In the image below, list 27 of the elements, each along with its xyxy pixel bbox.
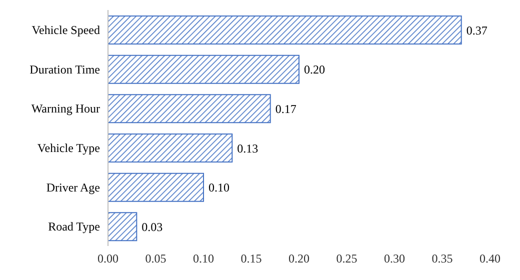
bar: [108, 134, 233, 162]
x-tick-label: 0.40: [480, 252, 500, 266]
x-tick-label: 0.25: [336, 252, 358, 266]
y-tick-label: Warning Hour: [31, 102, 100, 116]
data-label: 0.37: [466, 23, 488, 38]
y-tick-label: Vehicle Speed: [32, 22, 100, 37]
x-tick-label: 0.15: [240, 252, 262, 266]
x-tick-label: 0.30: [384, 252, 405, 266]
x-tick-label: 0.00: [98, 252, 118, 266]
y-tick-label: Road Type: [48, 220, 100, 234]
x-tick-label: 0.10: [193, 252, 214, 266]
bar: [108, 172, 204, 202]
bar: [108, 16, 462, 44]
x-tick-label: 0.35: [432, 252, 453, 266]
y-tick-label: Duration Time: [30, 62, 100, 76]
data-label: 0.03: [142, 220, 163, 234]
x-tick-label: 0.05: [145, 252, 166, 266]
data-label: 0.17: [275, 102, 296, 116]
bar: [108, 94, 271, 124]
data-label: 0.10: [208, 180, 230, 195]
y-tick-label: Vehicle Type: [37, 140, 100, 155]
data-label: 0.20: [304, 62, 325, 77]
bar: [108, 54, 300, 84]
x-tick-label: 0.20: [288, 252, 310, 266]
bar: [108, 212, 138, 242]
y-tick-label: Driver Age: [46, 180, 100, 194]
data-label: 0.13: [237, 141, 258, 156]
